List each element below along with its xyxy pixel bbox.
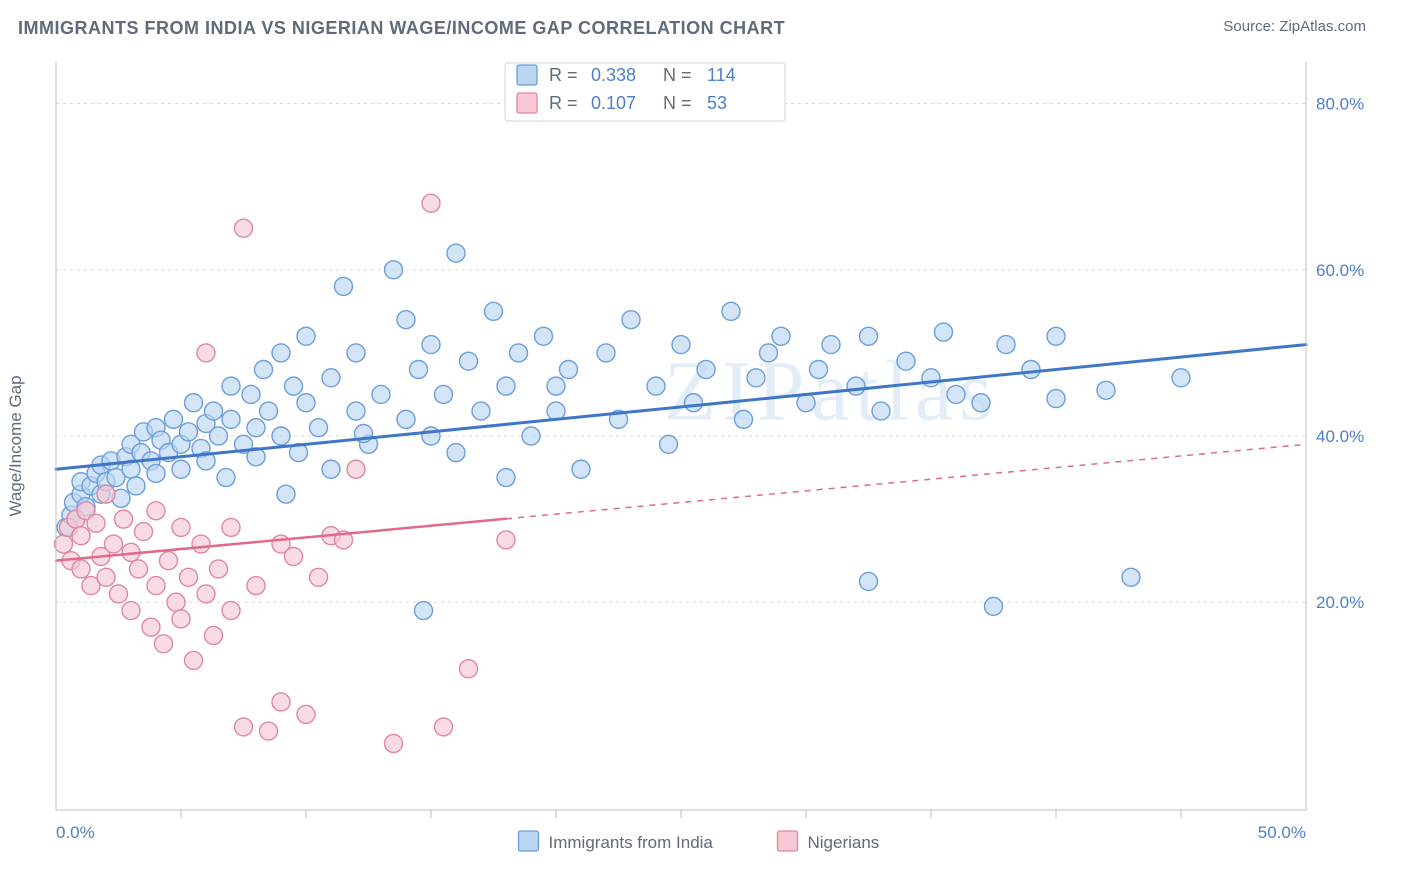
- svg-text:114: 114: [707, 65, 736, 85]
- svg-text:53: 53: [707, 93, 727, 113]
- svg-text:Nigerians: Nigerians: [808, 833, 880, 852]
- source-prefix: Source:: [1223, 18, 1279, 35]
- svg-text:N =: N =: [663, 65, 692, 85]
- svg-text:R =: R =: [549, 65, 578, 85]
- scatter-plot-svg: ZIPatlas0.0%50.0%20.0%40.0%60.0%80.0%R =…: [50, 60, 1386, 852]
- svg-text:R =: R =: [549, 93, 578, 113]
- svg-text:0.338: 0.338: [591, 65, 636, 85]
- svg-text:N =: N =: [663, 93, 692, 113]
- source-link[interactable]: ZipAtlas.com: [1279, 18, 1366, 35]
- svg-text:80.0%: 80.0%: [1316, 95, 1364, 114]
- chart-area: ZIPatlas0.0%50.0%20.0%40.0%60.0%80.0%R =…: [50, 60, 1386, 852]
- chart-title: IMMIGRANTS FROM INDIA VS NIGERIAN WAGE/I…: [18, 18, 785, 39]
- svg-text:60.0%: 60.0%: [1316, 261, 1364, 280]
- svg-text:50.0%: 50.0%: [1258, 823, 1306, 842]
- svg-text:Immigrants from India: Immigrants from India: [549, 833, 714, 852]
- y-axis-label: Wage/Income Gap: [6, 375, 26, 516]
- svg-text:0.0%: 0.0%: [56, 823, 95, 842]
- source-attribution: Source: ZipAtlas.com: [1223, 18, 1366, 35]
- svg-text:40.0%: 40.0%: [1316, 427, 1364, 446]
- svg-text:20.0%: 20.0%: [1316, 593, 1364, 612]
- svg-text:0.107: 0.107: [591, 93, 636, 113]
